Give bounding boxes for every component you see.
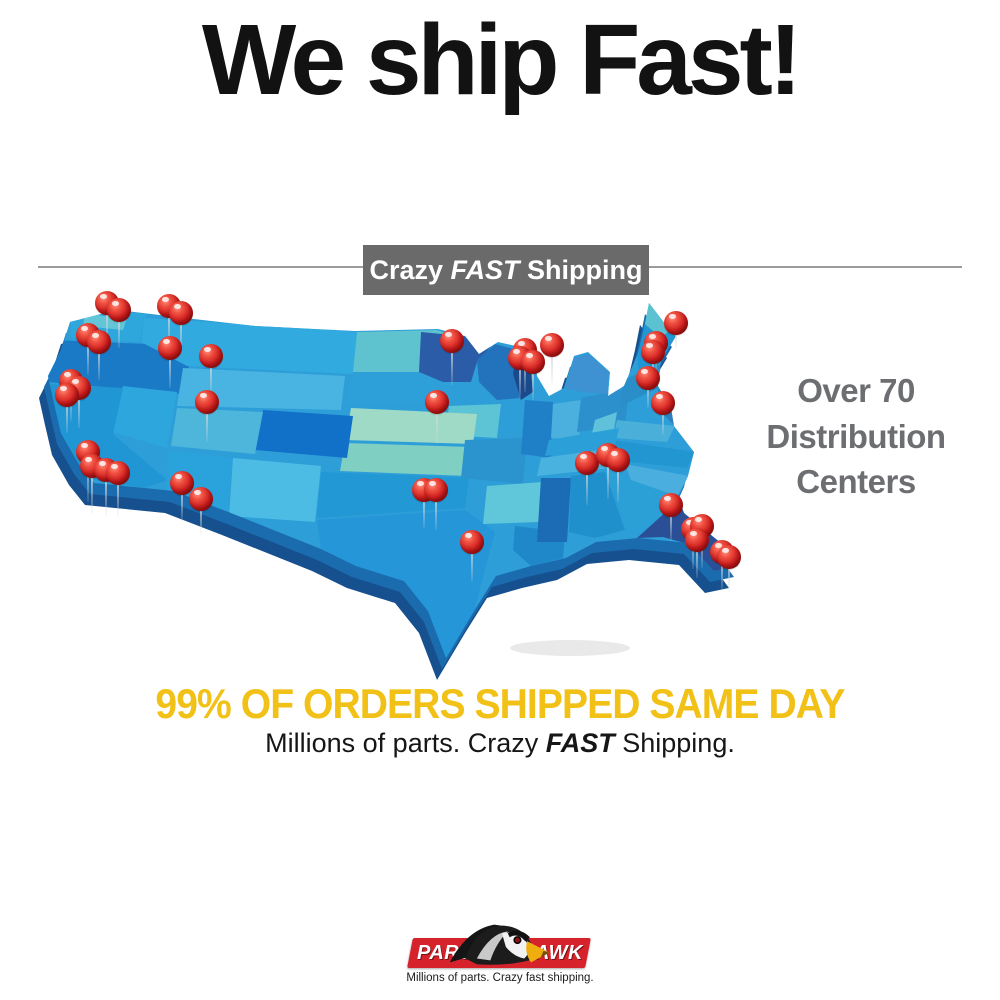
distribution-centers-note: Over 70 Distribution Centers (742, 368, 970, 505)
location-pin (424, 478, 448, 502)
location-pin (641, 340, 665, 364)
pin-stem (180, 313, 182, 353)
pin-stem (647, 378, 649, 408)
location-pin (87, 330, 111, 354)
note-line-1: Over 70 (797, 372, 915, 409)
location-pin (540, 333, 564, 357)
location-pin (460, 530, 484, 554)
banner-suffix: Shipping (519, 254, 643, 285)
pin-stem (98, 342, 100, 380)
location-pin (440, 329, 464, 353)
us-map-graphic (39, 303, 738, 680)
page-title: We ship Fast! (201, 4, 802, 116)
location-pin (169, 301, 193, 325)
location-pin (55, 383, 79, 407)
pin-stem (66, 395, 68, 433)
banner-prefix: Crazy (369, 254, 451, 285)
pin-stem (519, 358, 521, 398)
location-pin (659, 493, 683, 517)
location-pin (636, 366, 660, 390)
location-pin (651, 391, 675, 415)
pin-stem (118, 310, 120, 348)
pin-stem (181, 483, 183, 521)
pin-stem (106, 303, 108, 343)
state-patches (48, 303, 738, 658)
tagline-suffix: Shipping. (622, 728, 735, 758)
pin-stem (586, 463, 588, 505)
logo-tagline: Millions of parts. Crazy fast shipping. (406, 972, 594, 984)
pin-stem (617, 460, 619, 502)
pin-stem (206, 402, 208, 442)
pin-stem (451, 341, 453, 385)
pin-stem (721, 552, 723, 590)
shipping-banner: Crazy FAST Shipping (363, 245, 649, 295)
pin-stem (105, 470, 107, 516)
note-line-3: Centers (796, 463, 916, 501)
banner-emphasis: FAST (450, 254, 520, 285)
location-pin (106, 461, 130, 485)
tagline-emphasis: FAST (545, 728, 615, 758)
pin-stem (551, 345, 553, 385)
pin-stem (423, 490, 425, 528)
tagline-text: Millions of parts. Crazy FAST Shipping. (0, 728, 1000, 759)
partshawk-logo: PARTS HAWK Millions of parts. Crazy fast… (405, 916, 595, 986)
location-pin (425, 390, 449, 414)
location-pin (521, 350, 545, 374)
pin-stem (675, 323, 677, 349)
location-pin (717, 545, 741, 569)
pin-stem (91, 466, 93, 514)
location-pin (199, 344, 223, 368)
pin-stem (210, 356, 212, 396)
pin-stem (471, 542, 473, 582)
location-pin (575, 451, 599, 475)
location-pin (107, 298, 131, 322)
pin-stem (78, 388, 80, 428)
location-pin (189, 487, 213, 511)
map-shadow (510, 640, 630, 656)
location-pin (158, 336, 182, 360)
shipping-banner-label: Crazy FAST Shipping (369, 255, 642, 286)
pin-stem (117, 473, 119, 517)
pin-stem (532, 362, 534, 400)
pin-stem (607, 455, 609, 499)
pin-stem (168, 306, 170, 348)
location-pin (195, 390, 219, 414)
hawk-icon (449, 924, 550, 965)
same-day-headline: 99% OF ORDERS SHIPPED SAME DAY (155, 680, 845, 727)
tagline-prefix: Millions of parts. Crazy (265, 728, 546, 758)
pin-stem (200, 499, 202, 535)
pin-stem (662, 403, 664, 435)
pin-stem (696, 540, 698, 578)
location-pin (664, 311, 688, 335)
location-pin (685, 528, 709, 552)
pin-stem (169, 348, 171, 388)
pin-stem (728, 557, 730, 593)
note-line-2: Distribution (766, 417, 946, 455)
pin-stem (435, 490, 437, 530)
pin-stem (87, 335, 89, 375)
location-pin (606, 448, 630, 472)
pin-stem (670, 505, 672, 541)
location-pin (170, 471, 194, 495)
pin-stem (436, 402, 438, 444)
us-distribution-map (25, 280, 755, 680)
